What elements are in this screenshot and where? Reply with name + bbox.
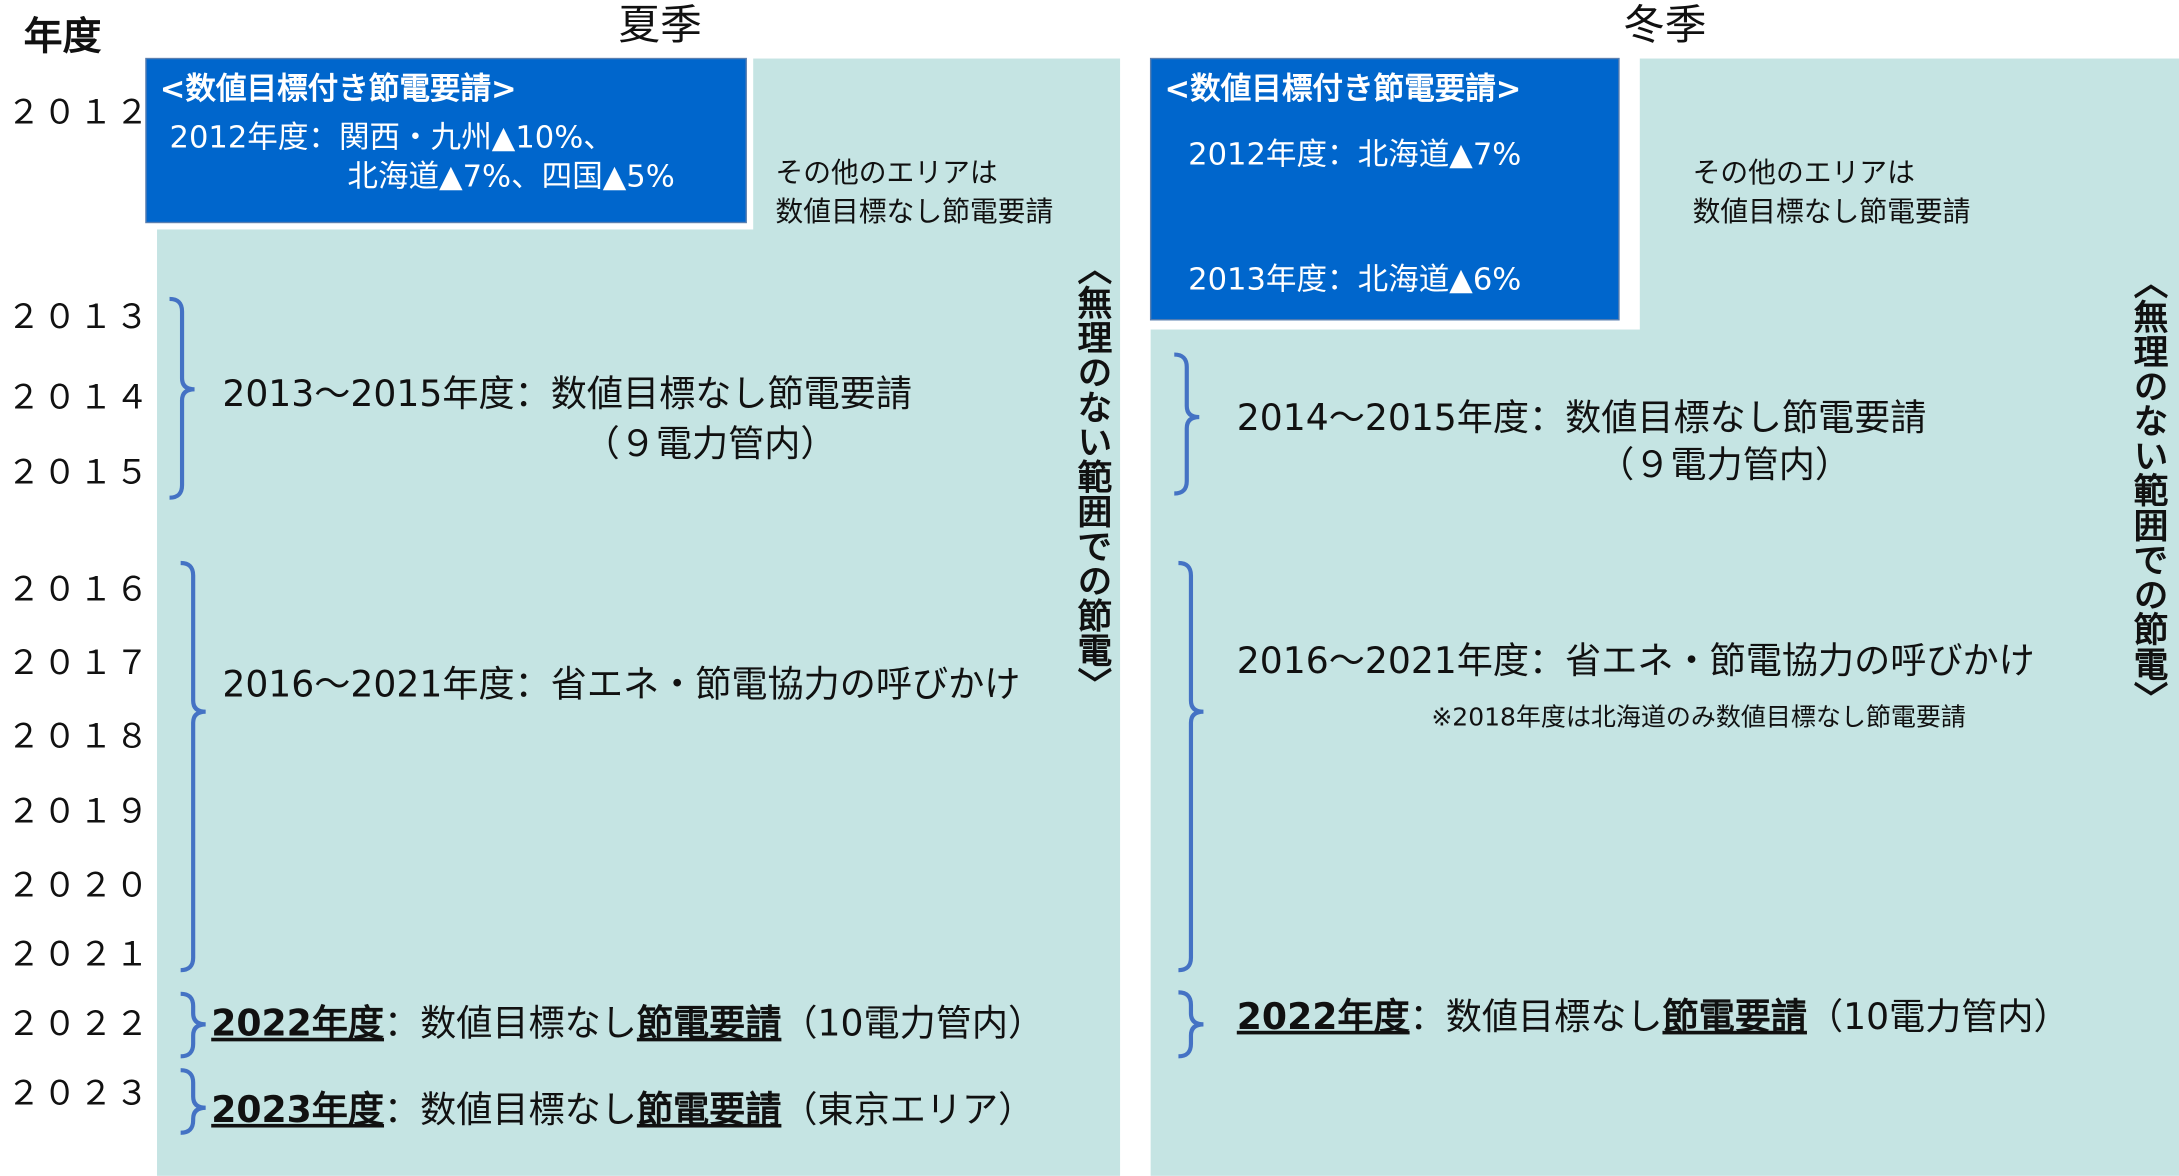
year: ２０２３ — [7, 1074, 152, 1113]
year: ２０１９ — [7, 792, 152, 831]
box-heading: <数値目標付き節電要請> — [160, 71, 517, 107]
brace — [169, 296, 195, 500]
year: ２０２２ — [7, 1004, 152, 1043]
footnote: ※2018年度は北海道のみ数値目標なし節電要請 — [1431, 703, 1966, 732]
box-line: 2013年度：北海道▲6% — [1188, 262, 1521, 297]
box-line: 北海道▲7%、四国▲5% — [347, 160, 674, 195]
brace — [180, 1068, 206, 1135]
box-line: 2012年度：関西・九州▲10%、 — [170, 121, 614, 156]
year: ２０１７ — [7, 643, 152, 682]
item-part: （10電力管内） — [781, 1002, 1044, 1045]
summer-panel — [157, 58, 1121, 1176]
vertical-label: 〈無理のない範囲での節電〉 — [1072, 250, 1112, 702]
year: ２０２０ — [7, 865, 152, 904]
item: 2013～2015年度：数値目標なし節電要請 — [222, 372, 912, 415]
item-part: 節電要請 — [637, 1088, 782, 1131]
item-part: （東京エリア） — [781, 1088, 1034, 1131]
summer-title: 夏季 — [618, 0, 701, 49]
item: 2023年度：数値目標なし節電要請（東京エリア） — [211, 1088, 1034, 1131]
item-part: 2022年度 — [1237, 995, 1410, 1038]
note: 数値目標なし節電要請 — [775, 195, 1053, 228]
item-part: （10電力管内） — [1807, 995, 2070, 1038]
item: （９電力管内） — [1598, 443, 1851, 486]
item: 2014～2015年度：数値目標なし節電要請 — [1237, 396, 1927, 439]
year: ２０２１ — [7, 935, 152, 974]
winter-box — [1149, 57, 1620, 321]
brace — [180, 560, 206, 973]
year: ２０１３ — [7, 297, 152, 336]
brace — [1178, 990, 1204, 1059]
winter-title: 冬季 — [1623, 0, 1706, 49]
item: 2016～2021年度：省エネ・節電協力の呼びかけ — [222, 663, 1020, 706]
year: ２０１４ — [7, 378, 152, 417]
year: ２０１５ — [7, 453, 152, 492]
box-line: 2012年度：北海道▲7% — [1188, 137, 1521, 172]
item-part: ：数値目標なし — [384, 1002, 637, 1045]
item-part: ：数値目標なし — [384, 1088, 637, 1131]
item: 2022年度：数値目標なし節電要請（10電力管内） — [211, 1002, 1044, 1045]
year: ２０１２ — [7, 93, 152, 132]
item-part: 2023年度 — [211, 1088, 384, 1131]
vertical-label: 〈無理のない範囲での節電〉 — [2128, 264, 2168, 716]
year: ２０１６ — [7, 569, 152, 608]
item-part: ：数値目標なし — [1410, 995, 1663, 1038]
item-part: 節電要請 — [1662, 995, 1807, 1038]
item: 2022年度：数値目標なし節電要請（10電力管内） — [1237, 995, 2070, 1038]
brace — [180, 991, 206, 1059]
summer-box — [145, 57, 747, 224]
note: 数値目標なし節電要請 — [1693, 195, 1971, 228]
item-part: 2022年度 — [211, 1002, 384, 1045]
item: 2016～2021年度：省エネ・節電協力の呼びかけ — [1237, 639, 2035, 682]
brace — [1174, 352, 1200, 496]
item-part: 節電要請 — [637, 1002, 782, 1045]
note: その他のエリアは — [1693, 156, 1915, 189]
box-heading: <数値目標付き節電要請> — [1165, 71, 1522, 107]
year: ２０１８ — [7, 717, 152, 756]
note: その他のエリアは — [775, 156, 997, 189]
brace — [1178, 560, 1204, 973]
header: 年度 — [24, 15, 102, 60]
item: （９電力管内） — [584, 422, 837, 465]
